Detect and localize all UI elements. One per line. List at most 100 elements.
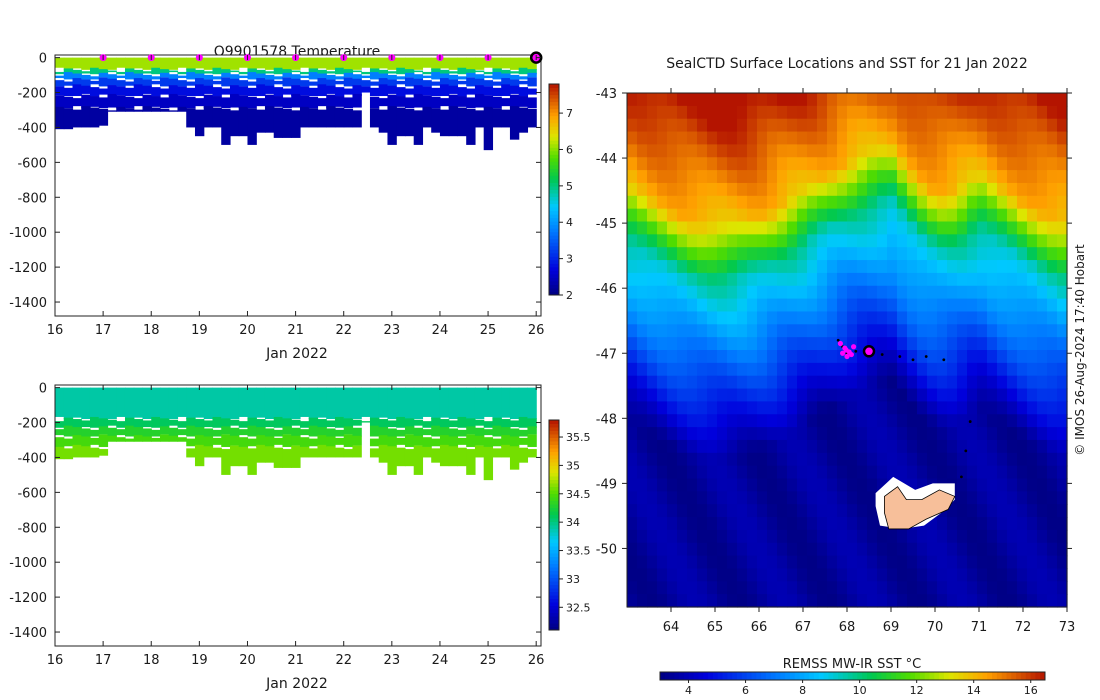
sst-cell [897,414,908,428]
profile-cell [98,77,109,87]
sst-cell [627,298,638,313]
sst-cell [817,221,828,235]
sst-cell [697,452,708,467]
sst-cell [747,157,758,171]
profile-cell [63,387,74,420]
sst-cell [647,285,658,300]
sst-cell [737,247,748,261]
profile-cell [326,79,336,87]
sst-cell [737,144,748,158]
profile-cell [457,437,467,445]
profile-cell [203,436,214,447]
sst-cell [957,298,968,313]
y-tick-label: 0 [39,382,47,397]
sst-cell [997,182,1008,197]
sst-cell [777,337,788,351]
sst-cell [1027,272,1038,287]
sst-cell [767,362,778,377]
sst-cell [637,594,648,608]
profile-cell [291,85,301,97]
sst-cell [697,529,708,544]
profile-cell [334,80,345,85]
sst-cell [857,388,868,402]
profile-cell [334,416,345,428]
sst-cell [887,234,898,248]
sst-colorbar-cell [765,672,772,680]
sst-cell [717,350,728,364]
sst-colorbar-cell [708,672,714,680]
profile-cell [221,88,231,95]
sst-cell [707,452,718,467]
sst-cell [667,388,678,402]
colorbar-cell [549,423,559,428]
sst-cell [857,272,868,287]
sst-cell [667,195,678,210]
sst-cell [927,298,938,313]
colorbar-cell [549,182,559,187]
sst-cell [657,542,668,557]
sst-cell [907,285,918,300]
colorbar-cell [549,171,559,176]
sst-cell [737,517,748,531]
sst-cell [727,272,738,287]
sst-cell [707,272,718,287]
sst-cell [777,504,788,518]
profile-cell [369,448,380,458]
sst-cell [777,272,788,287]
sst-cell [867,337,878,351]
sst-cell [727,542,738,557]
sst-cell [957,401,968,415]
sst-cell [917,414,928,428]
colorbar-cell [549,291,559,296]
sst-cell [947,375,958,390]
sst-colorbar-cell [900,672,906,680]
profile-cell [159,57,170,70]
sst-cell [847,427,858,441]
sst-cell [767,272,778,287]
profile-cell [98,434,109,447]
x-tick-label: 16 [47,323,64,338]
sst-cell [1037,93,1048,107]
sst-cell [787,427,798,441]
colorbar-cell [549,108,559,113]
profile-cell [256,444,266,463]
sst-cell [887,337,898,351]
sst-cell [747,247,758,261]
sst-cell [787,439,798,454]
profile-cell [89,429,100,437]
profile-cell [404,69,415,75]
sst-cell [967,272,978,287]
sst-cell [767,465,778,480]
colorbar-cell [549,563,559,568]
sst-cell [627,118,638,133]
x-tick-label: 19 [191,323,208,338]
sst-cell [1007,324,1018,338]
profile-cell [518,76,529,80]
sst-cell [887,105,898,120]
sst-cell [907,465,918,480]
profile-cell [422,429,432,436]
sst-cell [737,298,748,313]
sst-cell [707,594,718,608]
sst-cell [627,131,638,145]
sst-cell [857,401,868,415]
profile-cell [378,435,389,447]
sst-cell [797,375,808,390]
profile-cell [308,68,319,73]
sst-colorbar-cell [693,672,699,680]
sst-cell [737,337,748,351]
profile-cell [133,387,144,418]
sst-cell [797,182,808,197]
sst-cell [697,195,708,210]
profile-cell [282,57,292,70]
sst-cell [847,311,858,325]
sst-cell [637,555,648,570]
sst-cell [747,144,758,158]
sst-cell [817,427,828,441]
sst-cell [797,93,808,107]
profile-cell [448,420,459,428]
sst-cell [947,504,958,518]
surface-location [851,344,857,350]
sst-cell [797,170,808,184]
sst-cell [657,414,668,428]
